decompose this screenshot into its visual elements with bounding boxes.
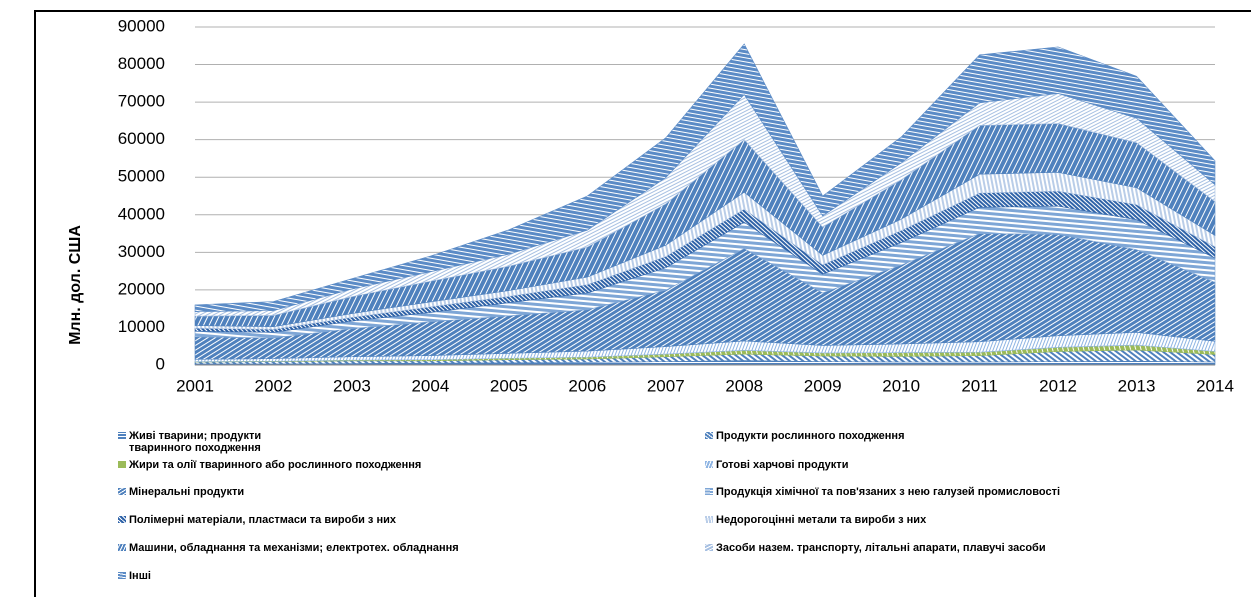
x-tick-label: 2014 [1196, 376, 1234, 395]
legend-swatch [118, 461, 126, 468]
legend-swatch [705, 544, 713, 551]
x-tick-label: 2012 [1039, 376, 1077, 395]
legend-swatch [118, 516, 126, 523]
x-tick-label: 2006 [568, 376, 606, 395]
legend-item: Машини, обладнання та механізми; електро… [118, 542, 459, 554]
frame [34, 10, 1251, 597]
y-tick-label: 60000 [118, 129, 165, 148]
y-tick-label: 10000 [118, 317, 165, 336]
legend-swatch [118, 544, 126, 551]
legend-label: Мінеральні продукти [129, 486, 245, 498]
legend-swatch [705, 432, 713, 439]
legend-label: Живі тварини; продукти тваринного походж… [129, 430, 262, 454]
x-tick-label: 2010 [882, 376, 920, 395]
legend-label: Полімерні матеріали, пластмаси та вироби… [129, 514, 396, 526]
y-tick-label: 20000 [118, 279, 165, 298]
legend-item: Недорогоцінні метали та вироби з них [705, 514, 926, 526]
legend-item: Жири та олії тваринного або рослинного п… [118, 459, 421, 471]
area [194, 43, 1216, 312]
x-tick-label: 2007 [647, 376, 685, 395]
legend-swatch [118, 488, 126, 495]
legend-item: Полімерні матеріали, пластмаси та вироби… [118, 514, 396, 526]
y-tick-label: 70000 [118, 92, 165, 111]
areas [194, 43, 1216, 366]
legend-item: Засоби назем. транспорту, літальні апара… [705, 542, 1046, 554]
x-tick-label: 2003 [333, 376, 371, 395]
y-tick-label: 30000 [118, 242, 165, 261]
legend-label: Засоби назем. транспорту, літальні апара… [716, 542, 1046, 554]
legend-label: Інші [129, 570, 151, 582]
x-tick-label: 2013 [1118, 376, 1156, 395]
legend-label: Готові харчові продукти [716, 459, 849, 471]
y-tick-label: 90000 [118, 16, 165, 35]
y-tick-label: 40000 [118, 204, 165, 223]
legend-swatch [118, 572, 126, 579]
x-tick-label: 2009 [804, 376, 842, 395]
chart: Млн. дол. США 0 10000 20000 30000 40000 50000… [67, 16, 1234, 395]
legend-label: Продукти рослинного походження [716, 430, 905, 442]
legend-item: Живі тварини; продукти тваринного походж… [118, 430, 318, 454]
x-tick-label: 2011 [961, 376, 998, 395]
legend-swatch [705, 461, 713, 468]
legend-swatch [705, 516, 713, 523]
legend-item: Продукти рослинного походження [705, 430, 905, 442]
x-tick-label: 2004 [411, 376, 449, 395]
y-tick-label: 80000 [118, 54, 165, 73]
x-tick-label: 2008 [725, 376, 763, 395]
x-tick-label: 2001 [176, 376, 214, 395]
legend-swatch [705, 488, 713, 495]
legend-label: Продукція хімічної та пов'язаних з нею г… [716, 486, 1061, 498]
legend-item: Мінеральні продукти [118, 486, 244, 498]
legend-item: Інші [118, 570, 151, 582]
x-tick-label: 2005 [490, 376, 528, 395]
legend-item: Продукція хімічної та пов'язаних з нею г… [705, 486, 1060, 498]
y-tick-label: 0 [156, 354, 165, 373]
legend-label: Машини, обладнання та механізми; електро… [129, 542, 459, 554]
y-tick-label: 50000 [118, 167, 165, 186]
legend-label: Недорогоцінні метали та вироби з них [716, 514, 927, 526]
legend-swatch [118, 432, 126, 439]
x-tick-label: 2002 [255, 376, 293, 395]
legend-label: Жири та олії тваринного або рослинного п… [129, 459, 422, 471]
y-axis-title: Млн. дол. США [67, 225, 84, 345]
legend-item: Готові харчові продукти [705, 459, 848, 471]
